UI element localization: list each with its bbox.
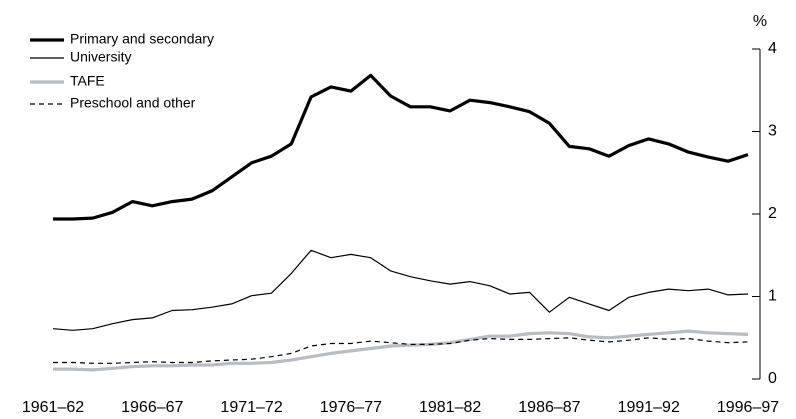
- legend-label: Primary and secondary: [70, 31, 214, 47]
- series-line: [53, 337, 749, 364]
- x-tick-label: 1981–82: [419, 399, 481, 416]
- x-tick-label: 1966–67: [121, 399, 183, 416]
- y-tick-label: 0: [768, 370, 777, 387]
- x-tick-label: 1971–72: [220, 399, 282, 416]
- x-tick-label: 1976–77: [320, 399, 382, 416]
- legend-label: TAFE: [70, 73, 105, 89]
- y-tick-label: 3: [768, 123, 777, 140]
- series-line: [53, 73, 749, 221]
- y-axis-label: %: [753, 13, 767, 30]
- y-tick-label: 1: [768, 288, 777, 305]
- y-tick-label: 4: [768, 40, 777, 57]
- x-tick-label: 1986–87: [518, 399, 580, 416]
- x-tick-label: 1961–62: [22, 399, 84, 416]
- series-line: [53, 329, 749, 372]
- x-tick-label: 1996–97: [717, 399, 779, 416]
- legend-label: University: [70, 49, 131, 65]
- y-tick-label: 2: [768, 205, 777, 222]
- legend-label: Preschool and other: [70, 95, 196, 111]
- x-tick-label: 1991–92: [618, 399, 680, 416]
- series-line: [52, 249, 749, 331]
